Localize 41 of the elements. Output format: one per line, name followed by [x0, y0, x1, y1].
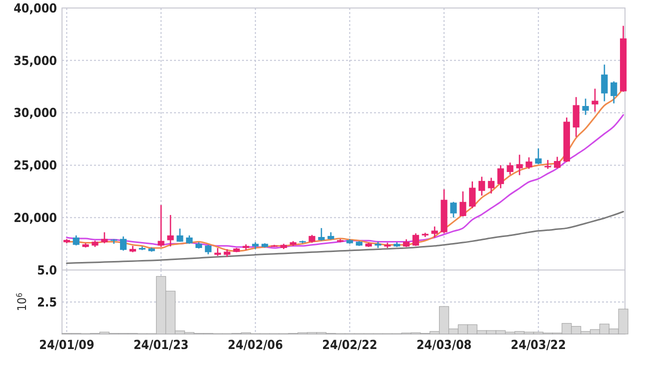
candlestick: [497, 164, 504, 189]
y-tick-label: 40,000: [14, 0, 58, 16]
candlestick: [318, 227, 325, 242]
candlestick: [469, 180, 476, 209]
candlestick: [460, 190, 466, 218]
candlestick: [101, 232, 108, 244]
y-tick-label: 5.0: [37, 262, 58, 278]
y-tick-label: 35,000: [14, 52, 58, 68]
candlestick: [204, 244, 212, 255]
candlestick: [478, 176, 486, 196]
x-tick-label: 24/01/09: [39, 337, 94, 352]
candlestick: [544, 159, 552, 170]
candlestick: [582, 98, 589, 116]
candlestick: [167, 214, 174, 248]
candlestick: [412, 232, 420, 247]
candlestick: [506, 162, 514, 176]
candlestick: [176, 228, 184, 242]
candlestick: [554, 156, 561, 169]
candlestick: [592, 88, 598, 112]
x-tick-label: 24/01/23: [133, 337, 189, 352]
candlestick: [601, 64, 608, 102]
line-series: [66, 210, 624, 264]
y-tick-label: 2.5: [37, 294, 58, 310]
x-tick-label: 24/02/22: [322, 337, 378, 352]
candlestick: [516, 154, 523, 176]
candlestick: [72, 234, 80, 246]
candlestick: [158, 204, 164, 248]
x-tick-label: 24/03/22: [510, 337, 566, 352]
candlestick: [610, 80, 618, 104]
candlestick: [431, 226, 438, 238]
candlestick: [488, 177, 495, 194]
y-tick-label: 30,000: [14, 105, 58, 120]
candlestick: [572, 96, 580, 138]
candlestick: [526, 156, 532, 170]
candlestick: [450, 201, 457, 218]
y-tick-label: 20,000: [14, 210, 58, 225]
candlestick: [120, 236, 127, 252]
y-tick-label: 25,000: [14, 158, 58, 173]
candlestick: [535, 148, 542, 165]
x-tick-label: 24/03/08: [416, 337, 472, 352]
x-tick-label: 24/02/06: [228, 337, 284, 352]
